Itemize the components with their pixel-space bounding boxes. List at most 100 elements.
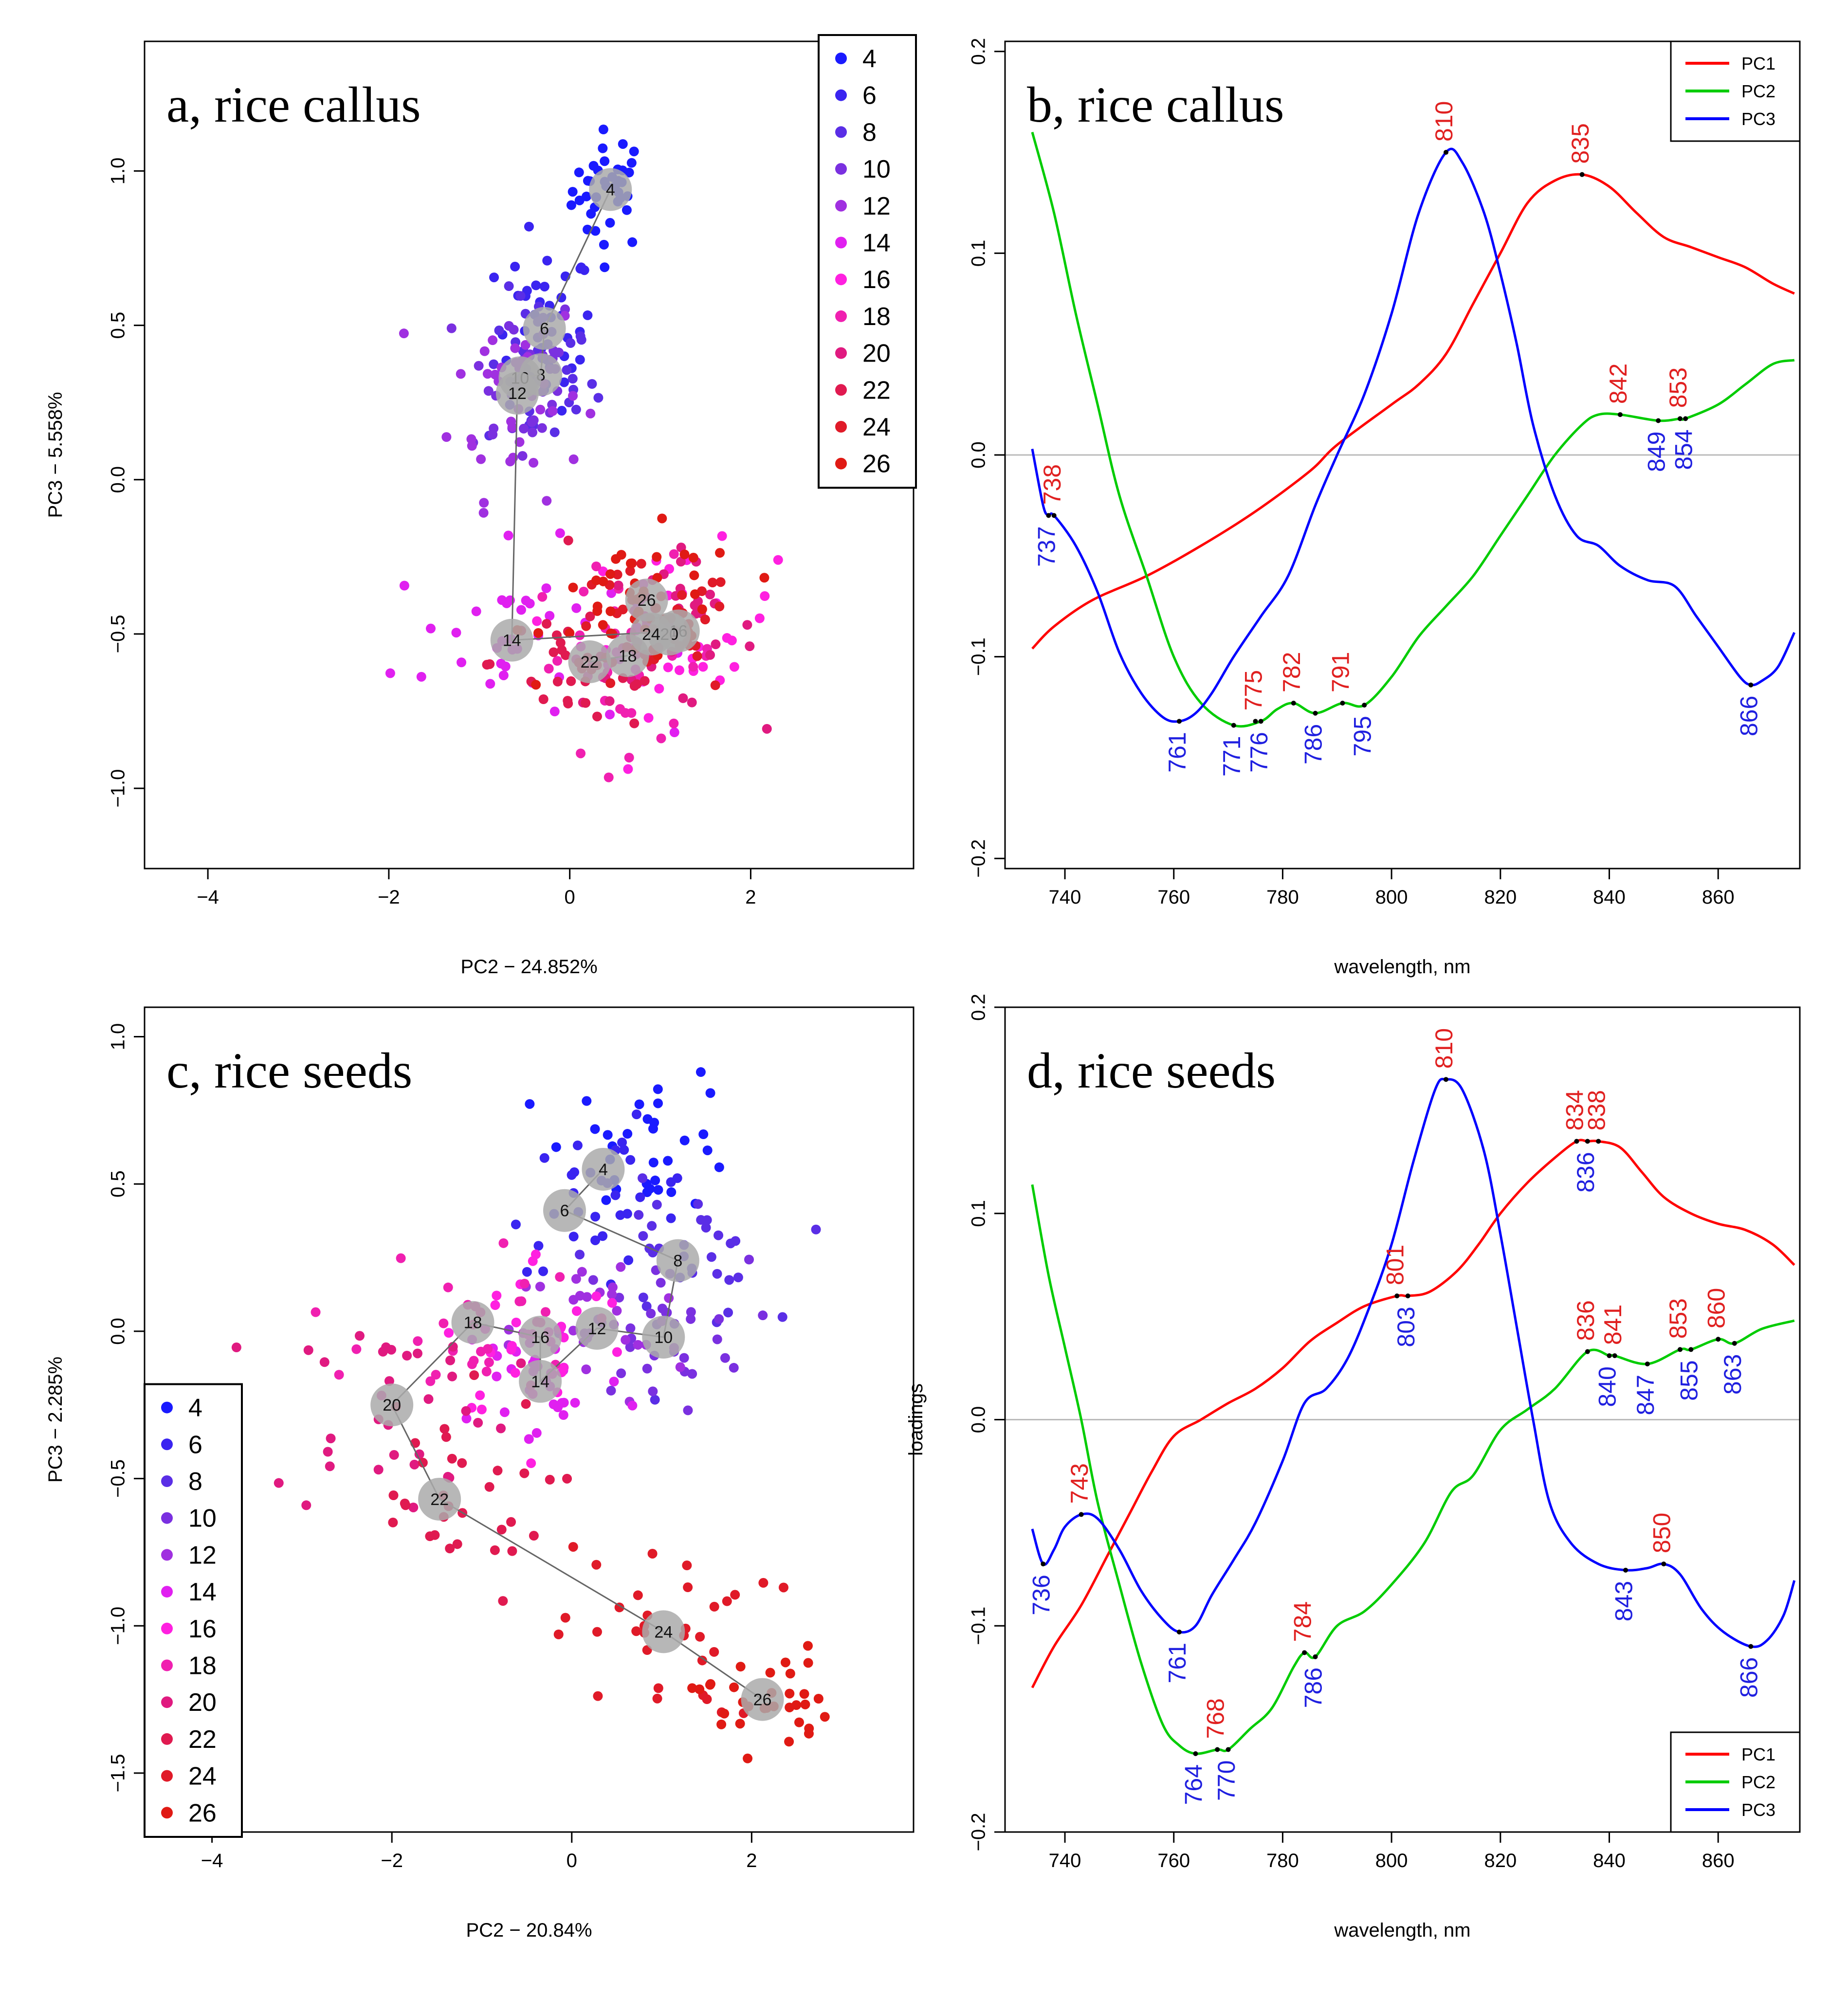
legend-entry: PC3 <box>1741 109 1775 129</box>
legend: PC1 PC2 PC3 <box>1670 40 1801 142</box>
centroid-marker <box>642 1610 685 1653</box>
y-tick-label: −0.5 <box>108 615 129 653</box>
peak-label: 863 <box>1719 1354 1746 1395</box>
peak-dot <box>1688 1347 1694 1352</box>
peak-dot <box>1748 682 1754 688</box>
scatter-point <box>549 427 560 437</box>
panel-title: d, rice seeds <box>1027 1043 1276 1099</box>
centroid-label: 4 <box>599 1161 608 1179</box>
legend-entry: 16 <box>862 266 891 294</box>
peak-dot <box>1677 416 1683 421</box>
scatter-point <box>531 280 541 290</box>
scatter-point <box>702 1145 713 1156</box>
legend-entry: 18 <box>862 303 891 331</box>
scatter-point <box>473 1417 483 1428</box>
scatter-point <box>598 576 608 586</box>
peak-dot <box>1253 719 1258 724</box>
scatter-point <box>520 340 531 350</box>
peak-dot <box>1176 1629 1182 1634</box>
scatter-point <box>625 558 636 568</box>
scatter-point <box>540 1307 550 1317</box>
scatter-point <box>484 1357 494 1367</box>
y-tick-label: −0.2 <box>968 1813 989 1851</box>
series-line-pc1 <box>1031 173 1795 650</box>
scatter-point <box>735 1719 745 1729</box>
scatter-point <box>566 200 576 210</box>
scatter-point <box>549 647 559 657</box>
panel-c-scatter: 4 6 8 10 12 14 16 18 20 22 24 26 −4 −2 0 2 −1.5 −1.0 −0.5 0… <box>45 1006 915 1941</box>
peak-label: 836 <box>1572 1152 1599 1192</box>
centroid-marker <box>451 1301 494 1344</box>
scatter-point <box>669 549 679 559</box>
scatter-point <box>758 1578 768 1588</box>
scatter-point <box>686 1307 696 1317</box>
scatter-point <box>476 1404 487 1415</box>
scatter-point <box>488 335 498 345</box>
legend-entry: 12 <box>188 1541 217 1569</box>
scatter-point <box>544 664 554 674</box>
scatter-point <box>693 1199 703 1209</box>
scatter-point <box>604 696 615 706</box>
scatter-point <box>758 1310 768 1321</box>
peak-label: 810 <box>1430 101 1458 142</box>
series-line-pc2 <box>1031 1184 1795 1755</box>
scatter-point <box>481 1366 492 1377</box>
scatter-point <box>698 1129 709 1140</box>
legend-swatch <box>835 347 847 359</box>
peak-dot <box>1226 1747 1231 1752</box>
y-axis-title: PC3 − 2.285% <box>45 1357 66 1483</box>
scatter-point <box>416 671 426 682</box>
scatter-point <box>521 1399 531 1409</box>
scatter-point <box>650 1395 660 1405</box>
scatter-point <box>301 1500 311 1510</box>
scatter-point <box>539 1153 549 1163</box>
scatter-point <box>579 586 589 597</box>
scatter-point <box>618 139 628 149</box>
scatter-point <box>531 1428 542 1438</box>
legend-entry: 6 <box>188 1431 202 1459</box>
scatter-point <box>682 1561 692 1571</box>
scatter-point <box>482 369 493 379</box>
scatter-point <box>683 1405 693 1415</box>
peak-label: 836 <box>1572 1300 1599 1341</box>
scatter-point <box>538 1266 549 1276</box>
scatter-point <box>373 1465 384 1475</box>
legend-entry: PC1 <box>1741 54 1775 73</box>
peak-label: 786 <box>1300 724 1327 764</box>
scatter-point <box>600 156 610 166</box>
scatter-point <box>688 662 698 672</box>
scatter-point <box>545 1474 555 1485</box>
scatter-point <box>557 406 567 416</box>
scatter-point <box>705 589 715 599</box>
peak-dot <box>1394 1293 1400 1299</box>
scatter-point <box>559 377 569 387</box>
centroid-label: 26 <box>638 591 656 610</box>
scatter-point <box>524 1434 534 1444</box>
legend-swatch <box>161 1401 173 1414</box>
scatter-point <box>457 1458 467 1468</box>
scatter-point <box>439 1318 449 1328</box>
scatter-point <box>538 694 549 705</box>
scatter-point <box>231 1343 241 1353</box>
scatter-point <box>590 1212 601 1222</box>
scatter-point <box>542 255 552 266</box>
scatter-point <box>575 355 585 365</box>
scatter-point <box>735 1662 746 1672</box>
peak-dot <box>1623 1567 1628 1573</box>
scatter-point <box>574 195 585 205</box>
scatter-point <box>562 365 572 375</box>
legend-entry: PC3 <box>1741 1800 1775 1820</box>
scatter-point <box>529 415 539 425</box>
legend-swatch <box>161 1586 173 1598</box>
peak-label: 776 <box>1245 732 1273 772</box>
scatter-point <box>653 1098 663 1108</box>
scatter-point <box>323 1447 333 1457</box>
peak-label: 791 <box>1327 652 1354 692</box>
scatter-points <box>385 125 783 782</box>
peak-dot <box>1340 701 1345 706</box>
scatter-point <box>643 713 654 723</box>
scatter-point <box>586 408 596 418</box>
scatter-point <box>325 1461 335 1471</box>
y-tick-label: 0.0 <box>108 1318 129 1345</box>
legend-entry: 16 <box>188 1615 217 1643</box>
